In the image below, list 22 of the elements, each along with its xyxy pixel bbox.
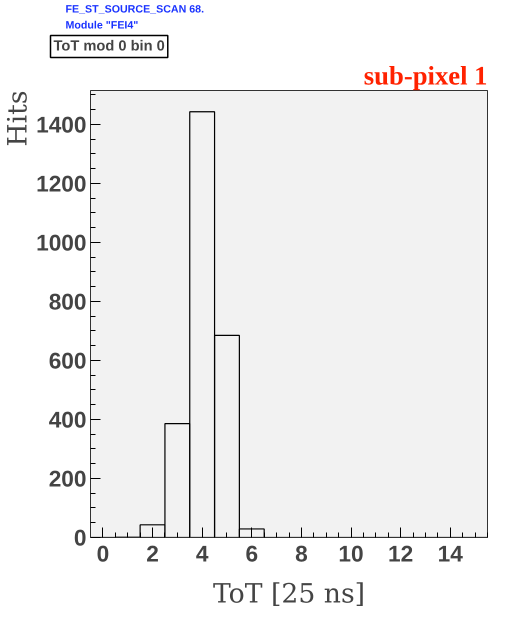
x-tick-label: 0 <box>96 540 110 566</box>
y-tick-label: 600 <box>48 347 87 374</box>
x-tick-label: 2 <box>146 540 159 566</box>
x-tick-label: 14 <box>438 540 464 566</box>
chart-title: ToT mod 0 bin 0 <box>54 38 165 54</box>
y-tick-label: 800 <box>48 288 87 314</box>
x-tick-label: 8 <box>295 540 308 566</box>
x-axis-title: ToT [25 ns] <box>212 578 366 610</box>
y-tick-label: 1400 <box>36 111 87 138</box>
y-axis-title: Hits <box>2 90 34 147</box>
text: Module "FEI4" <box>66 20 138 32</box>
y-tick-label: 400 <box>48 406 87 432</box>
x-tick-label: 6 <box>245 540 258 566</box>
x-tick-label: 10 <box>338 540 364 566</box>
y-tick-label: 1200 <box>36 170 87 196</box>
y-tick-label: 1000 <box>36 229 87 256</box>
x-tick-label: 12 <box>388 540 414 566</box>
text: sub-pixel 1 <box>364 60 488 90</box>
text: FE_ST_SOURCE_SCAN 68. <box>66 4 204 16</box>
x-tick-label: 4 <box>196 540 209 566</box>
y-tick-label: 0 <box>74 524 87 550</box>
y-tick-label: 200 <box>48 465 87 492</box>
